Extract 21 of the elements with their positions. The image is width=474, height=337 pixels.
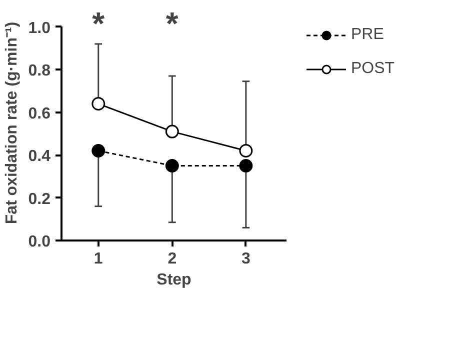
legend-label: PRE [351,26,384,44]
y-tick-label: 0.6 [28,105,51,122]
point [239,144,253,158]
y-axis-title: Fat oxidation rate (g·min⁻¹) [3,22,20,224]
point [92,97,106,111]
y-tick-label: 0.4 [28,148,51,166]
annotation: * [92,6,106,42]
x-tick-label: 2 [168,250,177,268]
point [165,158,179,172]
y-tick-label: 0.0 [28,234,51,250]
x-axis-title: Step [156,272,192,288]
point [92,144,106,158]
x-tick-label: 3 [241,250,250,268]
y-tick-label: 1.0 [28,20,51,37]
point [239,158,253,172]
annotation: * [166,6,179,42]
point [165,124,179,138]
y-tick-label: 0.8 [28,62,51,80]
y-tick-label: 0.2 [28,190,51,208]
legend-label: POST [351,60,395,78]
x-tick-label: 1 [94,250,103,268]
